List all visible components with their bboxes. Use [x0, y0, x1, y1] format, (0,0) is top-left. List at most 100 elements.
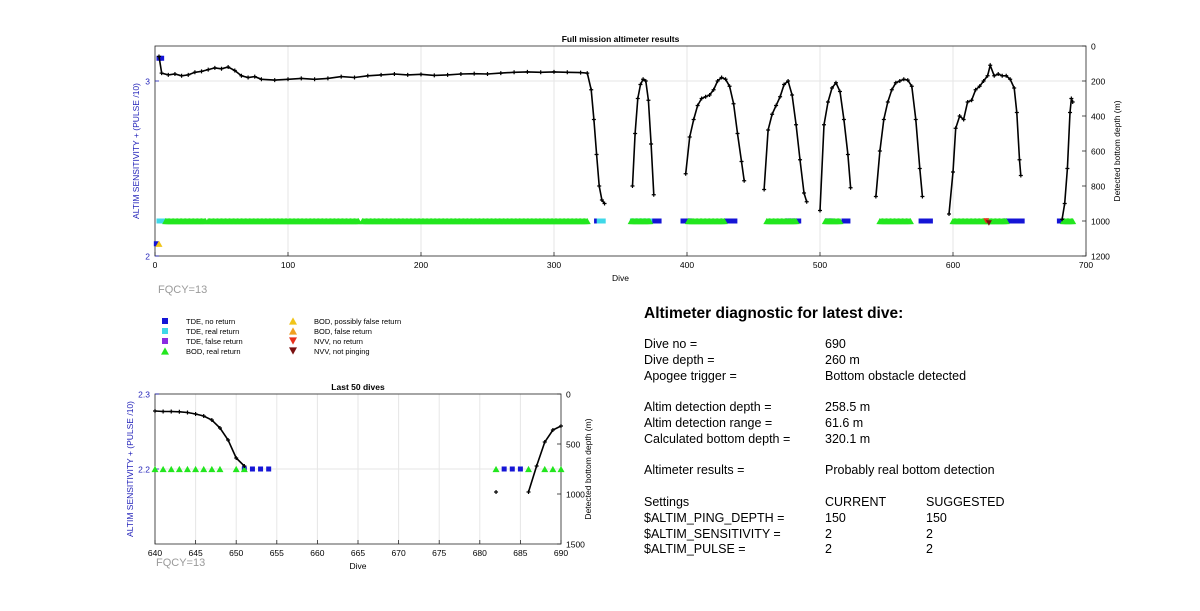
depth-point: [643, 79, 648, 83]
legend-label: TDE, no return: [186, 316, 236, 326]
depth-point: [534, 464, 539, 468]
fqcy-label-small: FQCY=13: [156, 557, 206, 569]
triangle-up-marker: [161, 347, 169, 355]
bod-real-return-marker: [216, 465, 224, 473]
depth-point: [185, 410, 190, 415]
depth-point: [219, 66, 224, 71]
depth-point: [786, 79, 791, 83]
depth-point: [246, 75, 251, 80]
x-tick-label: 680: [473, 548, 487, 558]
y-right-tick-label: 1500: [566, 540, 585, 550]
bod-real-return-marker: [175, 465, 183, 473]
plot-frame: [154, 45, 1087, 257]
bod-real-return-marker: [525, 465, 533, 473]
square-marker: [162, 338, 168, 344]
x-tick-label: 675: [432, 548, 446, 558]
apogee-trigger-label: Apogee trigger =: [644, 368, 737, 383]
tde-no-return-marker: [509, 466, 515, 472]
pulse-suggested: 2: [926, 542, 933, 557]
depth-point: [565, 70, 570, 75]
depth-point: [802, 191, 807, 195]
depth-point: [782, 82, 787, 87]
current-header: CURRENT: [825, 494, 887, 509]
pulse-current: 2: [825, 542, 832, 557]
legend: TDE, no return TDE, real return TDE, false…: [150, 316, 450, 366]
square-marker: [162, 328, 168, 334]
legend-label: TDE, real return: [186, 326, 240, 336]
tde-no-return-marker: [517, 466, 523, 472]
depth-point: [392, 72, 397, 76]
depth-point: [957, 114, 962, 118]
bod-possibly-false-marker: [155, 240, 163, 247]
depth-point: [711, 87, 716, 92]
depth-point: [1070, 100, 1075, 104]
depth-point: [1069, 96, 1074, 101]
depth-series-line: [948, 62, 1022, 215]
sensitivity-label: $ALTIM_SENSITIVITY =: [644, 526, 781, 541]
legend-label: NVV, no return: [314, 336, 363, 346]
depth-point: [727, 84, 732, 89]
detection-range-label: Altim detection range =: [644, 415, 773, 430]
depth-point: [526, 490, 531, 494]
y-left-tick-label: 2.3: [138, 390, 150, 400]
depth-point: [913, 117, 918, 122]
apogee-trigger-value: Bottom obstacle detected: [825, 368, 967, 383]
x-tick-label: 640: [148, 548, 162, 558]
depth-point: [638, 82, 643, 87]
depth-point: [217, 426, 222, 430]
detection-range-value: 61.6 m: [825, 415, 864, 430]
depth-series-line: [819, 81, 852, 211]
legend-label: NVV, not pinging: [314, 346, 370, 356]
calculated-depth-value: 320.1 m: [825, 431, 871, 446]
depth-point: [365, 73, 370, 78]
bod-real-return-marker: [906, 217, 914, 225]
diagnostic-title: Altimeter diagnostic for latest dive:: [644, 305, 904, 322]
y-right-tick-label: 1200: [1091, 252, 1110, 262]
legend-label: BOD, real return: [186, 346, 241, 356]
legend-item: NVV, not pinging: [278, 346, 370, 356]
suggested-header: SUGGESTED: [926, 494, 1005, 509]
x-tick-label: 670: [392, 548, 406, 558]
triangle-down-marker: [289, 337, 297, 345]
depth-point: [635, 96, 640, 101]
bod-real-return-marker: [208, 465, 216, 473]
depth-point: [951, 170, 955, 174]
square-marker: [162, 338, 168, 344]
fqcy-label-main: FQCY=13: [158, 284, 208, 296]
depth-point: [559, 424, 563, 428]
triangle-up-marker: [289, 327, 297, 335]
x-tick-label: 660: [310, 548, 324, 558]
altimeter-results-label: Altimeter results =: [644, 463, 745, 478]
square-marker: [162, 318, 168, 324]
depth-point: [166, 72, 171, 77]
depth-point: [1017, 157, 1022, 162]
depth-point: [630, 184, 635, 188]
y-right-tick-label: 0: [566, 390, 571, 400]
depth-point: [909, 84, 914, 89]
depth-point: [597, 184, 602, 188]
y-right-tick-label: 1000: [1091, 217, 1110, 227]
tde-no-return-marker: [1019, 218, 1025, 224]
triangle-down-marker: [289, 347, 297, 355]
depth-point: [992, 73, 997, 78]
legend-item: BOD, possibly false return: [278, 316, 401, 326]
depth-point: [981, 79, 986, 83]
square-marker: [150, 316, 180, 326]
depth-point: [209, 418, 214, 422]
y-right-tick-label: 0: [1091, 42, 1096, 52]
depth-point: [889, 87, 894, 92]
triangle-up-marker: [278, 316, 308, 326]
depth-point: [695, 103, 700, 108]
depth-point: [837, 89, 842, 94]
chart-title: Last 50 dives: [331, 382, 385, 392]
depth-point: [699, 96, 704, 101]
x-tick-label: 685: [513, 548, 527, 558]
depth-point: [1065, 166, 1070, 171]
depth-point: [156, 54, 161, 59]
x-tick-label: 0: [153, 260, 158, 270]
x-tick-label: 100: [281, 260, 295, 270]
depth-point: [199, 69, 204, 74]
x-tick-label: 400: [680, 260, 694, 270]
depth-point: [770, 112, 775, 117]
